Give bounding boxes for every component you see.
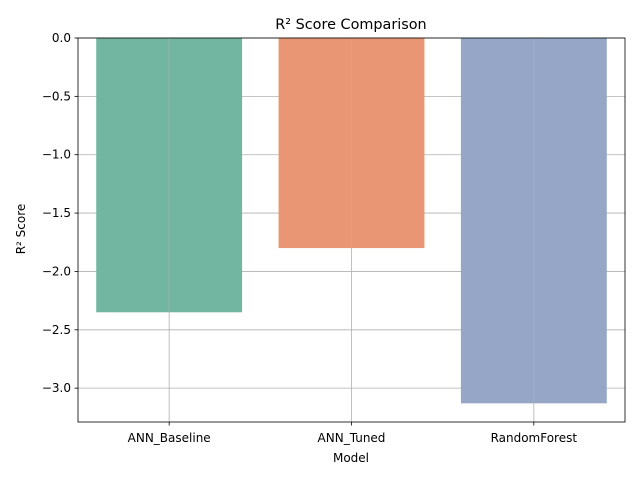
x-grid-layer	[168, 38, 535, 422]
y-tick-label: −1.5	[42, 206, 71, 220]
y-axis-label: R² Score	[14, 204, 28, 255]
y-tick-label: −1.0	[42, 148, 71, 162]
x-tick-label: ANN_Baseline	[128, 431, 211, 445]
y-ticks-layer: 0.0 −0.5 −1.0 −1.5 −2.0 −2.5 −3.0	[42, 31, 78, 395]
x-tick-label: ANN_Tuned	[318, 431, 386, 445]
y-tick-label: −0.5	[42, 89, 71, 103]
chart-title: R² Score Comparison	[275, 17, 426, 33]
x-tick-label: RandomForest	[491, 431, 578, 445]
y-tick-label: −2.0	[42, 264, 71, 278]
x-ticks-layer: ANN_Baseline ANN_Tuned RandomForest	[128, 422, 578, 445]
y-tick-label: 0.0	[52, 31, 71, 45]
y-tick-label: −3.0	[42, 381, 71, 395]
y-tick-label: −2.5	[42, 323, 71, 337]
x-axis-label: Model	[333, 451, 369, 465]
